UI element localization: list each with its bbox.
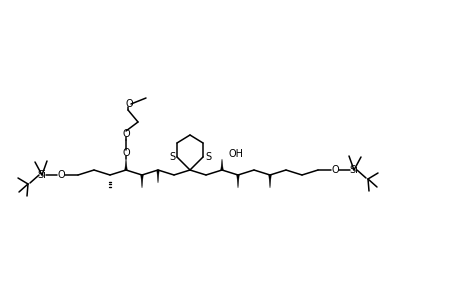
Text: O: O	[125, 99, 133, 109]
Text: O: O	[57, 170, 65, 180]
Polygon shape	[157, 170, 159, 183]
Text: OH: OH	[229, 149, 243, 159]
Polygon shape	[140, 175, 143, 188]
Polygon shape	[268, 175, 271, 188]
Text: O: O	[330, 165, 338, 175]
Text: O: O	[122, 148, 129, 158]
Text: Si: Si	[38, 170, 46, 180]
Text: Si: Si	[349, 165, 358, 175]
Text: S: S	[205, 152, 211, 162]
Polygon shape	[220, 159, 223, 170]
Polygon shape	[124, 159, 127, 170]
Polygon shape	[236, 175, 239, 188]
Text: O: O	[122, 129, 129, 139]
Text: S: S	[168, 152, 175, 162]
